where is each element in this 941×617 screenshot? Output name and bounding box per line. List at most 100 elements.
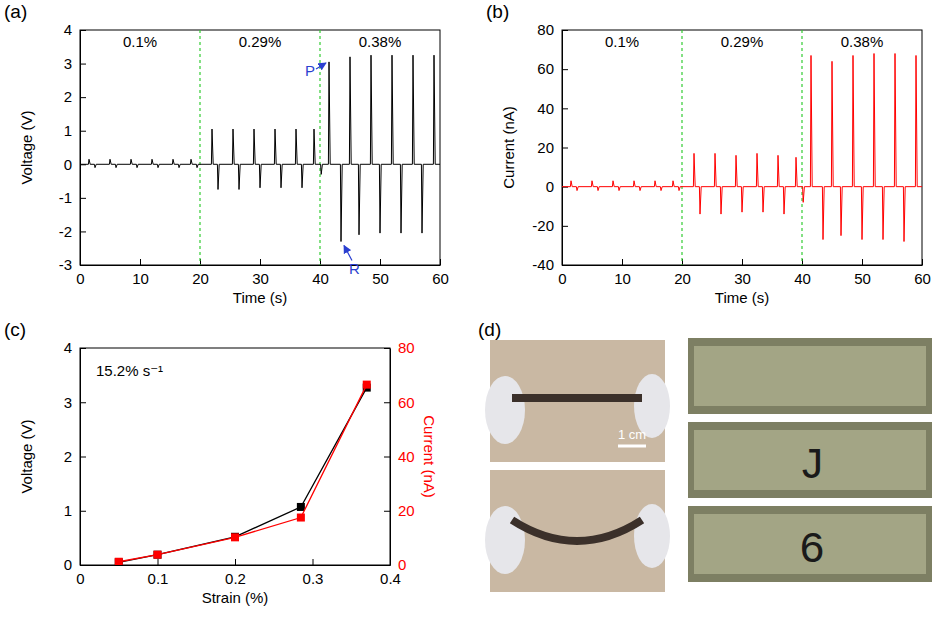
tick-mark	[384, 565, 390, 566]
series-line	[562, 54, 922, 242]
plot-area	[80, 30, 440, 265]
tick-label: 0.3	[303, 570, 324, 587]
x-axis-title: Strain (%)	[202, 589, 269, 606]
tick-mark	[80, 64, 86, 65]
tick-mark	[562, 226, 568, 227]
tick: 60	[432, 259, 449, 287]
tick-mark	[140, 259, 141, 265]
tick-mark	[80, 30, 86, 31]
x-axis-title: Time (s)	[233, 289, 287, 306]
tick-label: 0	[76, 270, 84, 287]
marker	[115, 558, 123, 565]
tick-label: 50	[372, 270, 389, 287]
tick-mark	[80, 265, 86, 266]
tick-label: 0.1	[148, 570, 169, 587]
tick: 20	[674, 259, 691, 287]
tick: 0.1	[148, 559, 169, 587]
tick-mark	[862, 259, 863, 265]
axis: 0102030405060	[558, 259, 931, 287]
panel: (d)1 cmJ6	[478, 319, 932, 592]
divider	[681, 30, 682, 265]
tick-label: 80	[398, 339, 415, 356]
annotation-arrow	[316, 63, 326, 69]
axis: 0 10 20 30 40 50 60	[76, 259, 449, 287]
tick-label: 40	[794, 270, 811, 287]
tick: 20	[192, 259, 209, 287]
marker	[231, 533, 239, 541]
axis-line	[390, 349, 391, 566]
marker	[115, 558, 123, 565]
tick-label: 4	[64, 21, 72, 38]
photo-background	[490, 340, 665, 462]
tick: 0	[384, 556, 406, 573]
tick-label: 40	[398, 448, 415, 465]
lcd-screen	[694, 346, 926, 406]
tick-label: 0	[546, 178, 554, 195]
series-line	[80, 55, 440, 241]
axis: 01234	[64, 339, 86, 573]
glove	[485, 506, 525, 574]
lcd-readout: J	[799, 441, 825, 491]
tick: 10	[132, 259, 149, 287]
y2-axis-title: Current (nA)	[421, 415, 438, 498]
tick-label: 0	[398, 556, 406, 573]
tick: 10	[614, 259, 631, 287]
plot-frame	[80, 30, 440, 265]
tick-label: 20	[398, 502, 415, 519]
tick: -20	[532, 217, 568, 234]
axis-line	[563, 265, 923, 266]
plot-area	[562, 30, 922, 265]
tick-label: 10	[132, 270, 149, 287]
region-label: 0.1%	[605, 33, 639, 50]
tick-mark	[622, 259, 623, 265]
panel: 00.10.20.30.401234020406080Strain (%)Vol…	[4, 319, 438, 606]
tick-label: 40	[537, 100, 554, 117]
panel-label: (a)	[4, 1, 27, 22]
axis: -40 -20 0 20 40 60 80	[532, 21, 568, 273]
tick: 20	[537, 139, 568, 156]
lcd-screen	[694, 430, 926, 490]
tick: 30	[252, 259, 269, 287]
region-label: 0.1%	[123, 33, 157, 50]
tick: 3	[64, 55, 86, 72]
tick-label: 30	[734, 270, 751, 287]
tick-mark	[922, 259, 923, 265]
tick-label: 1	[64, 122, 72, 139]
tick: 60	[537, 60, 568, 77]
plot-frame	[80, 348, 390, 565]
tick-mark	[80, 565, 86, 566]
divider	[801, 30, 802, 265]
tick: -3	[59, 256, 86, 273]
tick-mark	[562, 69, 568, 70]
tick-label: -40	[532, 256, 554, 273]
panel: 0102030405060-3-2-101234Time (s)Voltage …	[4, 1, 449, 306]
tick: -2	[59, 223, 86, 240]
lcd-screen	[694, 514, 926, 574]
tick-mark	[80, 457, 86, 458]
marker	[297, 503, 305, 511]
annotation: P	[305, 62, 315, 79]
lcd-photo: J	[688, 422, 932, 498]
region-label: 0.38%	[841, 33, 884, 50]
photo	[485, 470, 670, 592]
tick: 40	[384, 448, 415, 465]
tick: 80	[537, 21, 568, 38]
axis-line	[80, 31, 81, 266]
tick: 30	[734, 259, 751, 287]
tick: 1	[64, 502, 86, 519]
axis: -3-2-101234	[59, 21, 86, 273]
tick-label: 60	[398, 394, 415, 411]
tick: 50	[854, 259, 871, 287]
tick: -1	[59, 189, 86, 206]
tick-label: 0.2	[225, 570, 246, 587]
tick-mark	[562, 108, 568, 109]
marker	[363, 381, 371, 389]
tick-label: 40	[312, 270, 329, 287]
tick: 0.3	[303, 559, 324, 587]
tick: 50	[372, 259, 389, 287]
scale-bar	[618, 445, 646, 448]
tick: 40	[794, 259, 811, 287]
panel-label: (b)	[486, 1, 509, 22]
tick: 4	[64, 21, 86, 38]
marker	[154, 551, 162, 559]
